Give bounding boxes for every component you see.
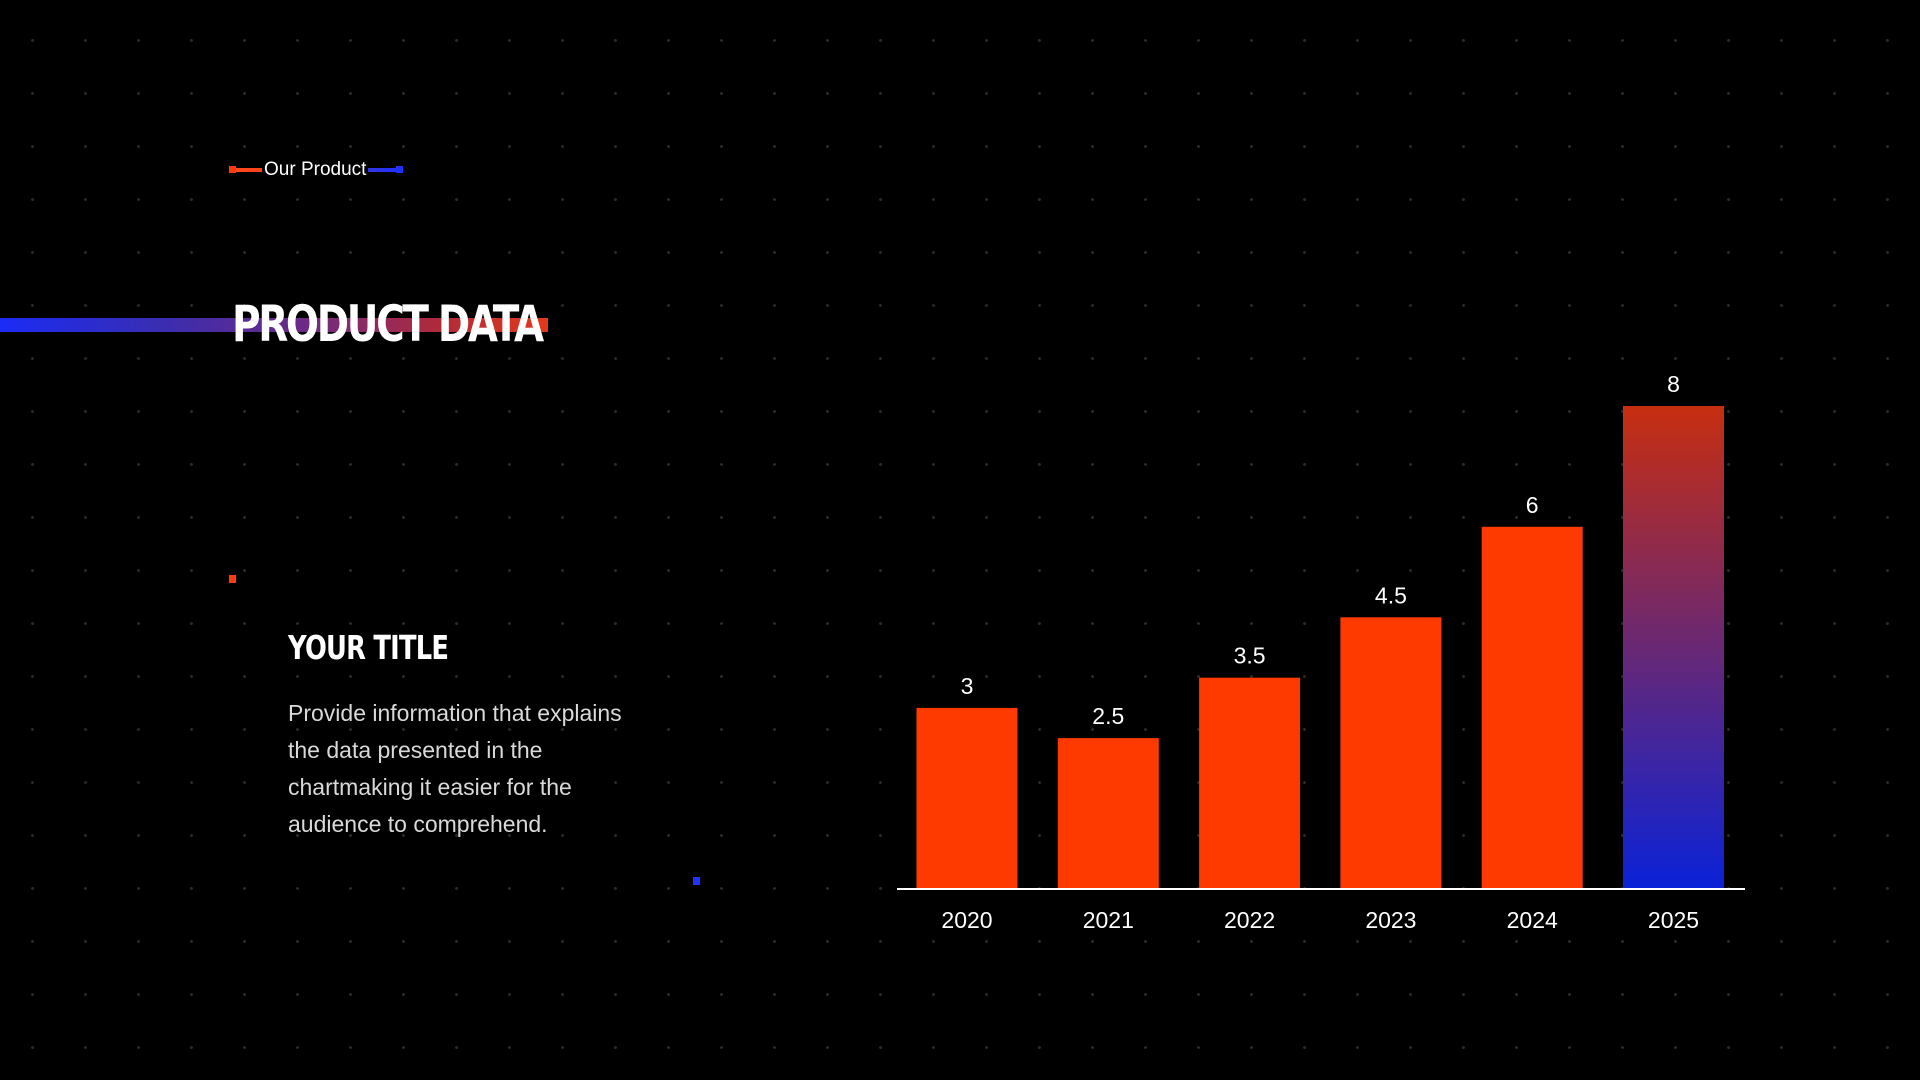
data-label-2025: 8 bbox=[1667, 371, 1680, 397]
bar-2025 bbox=[1623, 406, 1724, 889]
x-tick-label-2022: 2022 bbox=[1224, 907, 1275, 933]
bar-2024 bbox=[1481, 526, 1583, 890]
decor-dot-orange bbox=[229, 575, 236, 583]
bar-2020 bbox=[916, 707, 1018, 889]
bar-2022 bbox=[1199, 677, 1301, 889]
data-label-2022: 3.5 bbox=[1234, 643, 1266, 669]
section-tag: Our Product bbox=[262, 157, 369, 183]
info-title: YOUR TITLE bbox=[288, 628, 449, 667]
x-tick-label-2024: 2024 bbox=[1507, 907, 1558, 933]
bar-2023 bbox=[1340, 617, 1442, 889]
x-tick-label-2021: 2021 bbox=[1083, 907, 1134, 933]
x-tick-label-2020: 2020 bbox=[941, 907, 992, 933]
title-accent-bar bbox=[0, 318, 548, 332]
data-label-2020: 3 bbox=[961, 673, 974, 699]
data-label-2021: 2.5 bbox=[1092, 703, 1124, 729]
tag-dot-orange bbox=[229, 166, 236, 173]
bar-2021 bbox=[1057, 738, 1159, 889]
x-tick-label-2023: 2023 bbox=[1365, 907, 1416, 933]
data-label-2024: 6 bbox=[1526, 492, 1539, 518]
info-text: Provide information that explains the da… bbox=[288, 700, 622, 837]
tag-dot-blue bbox=[396, 166, 403, 173]
x-tick-label-2025: 2025 bbox=[1648, 907, 1699, 933]
data-label-2023: 4.5 bbox=[1375, 582, 1407, 608]
decor-dot-blue bbox=[693, 877, 700, 885]
page-title: PRODUCT DATA bbox=[232, 295, 544, 353]
